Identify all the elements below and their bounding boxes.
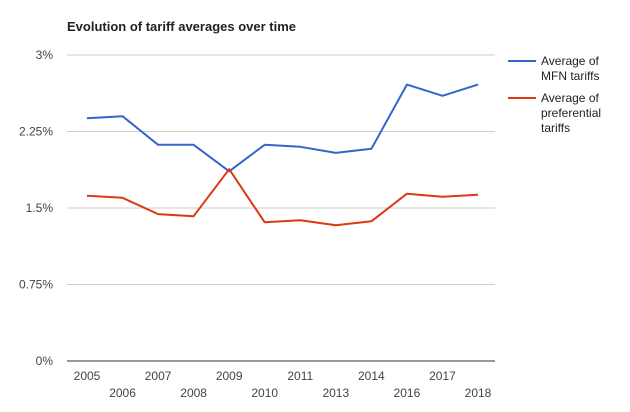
series-lines xyxy=(86,83,479,227)
legend-label-1: MFN tariffs xyxy=(541,69,599,83)
legend-label-1: Average of xyxy=(541,54,599,68)
x-tick-label: 2014 xyxy=(358,369,385,383)
y-tick-label: 0% xyxy=(36,354,54,368)
chart-title: Evolution of tariff averages over time xyxy=(67,19,296,34)
legend-label-2: preferential xyxy=(541,106,601,120)
x-tick-label: 2013 xyxy=(322,386,349,400)
y-tick-label: 1.5% xyxy=(26,201,54,215)
legend-label-2: Average of xyxy=(541,91,599,105)
x-tick-label: 2007 xyxy=(145,369,172,383)
series-line-2 xyxy=(86,168,479,227)
gridlines xyxy=(67,54,495,362)
x-tick-label: 2011 xyxy=(287,369,313,383)
x-tick-label: 2016 xyxy=(394,386,421,400)
legend-label-2: tariffs xyxy=(541,121,570,135)
x-tick-label: 2018 xyxy=(465,386,492,400)
x-tick-label: 2017 xyxy=(429,369,456,383)
x-tick-label: 2010 xyxy=(251,386,278,400)
x-axis-ticks: 2005 2006 2007 2008 2009 2010 2011 2013 2014 2016… xyxy=(74,369,492,400)
x-tick-label: 2009 xyxy=(216,369,243,383)
y-tick-label: 2.25% xyxy=(19,125,53,139)
y-tick-label: 0.75% xyxy=(19,278,53,292)
y-tick-label: 3% xyxy=(36,48,54,62)
series-line-1 xyxy=(86,83,479,173)
x-tick-label: 2008 xyxy=(180,386,207,400)
x-tick-label: 2005 xyxy=(74,369,101,383)
y-axis-ticks: 0% 0.75% 1.5% 2.25% 3% xyxy=(19,48,53,368)
x-tick-label: 2006 xyxy=(109,386,136,400)
